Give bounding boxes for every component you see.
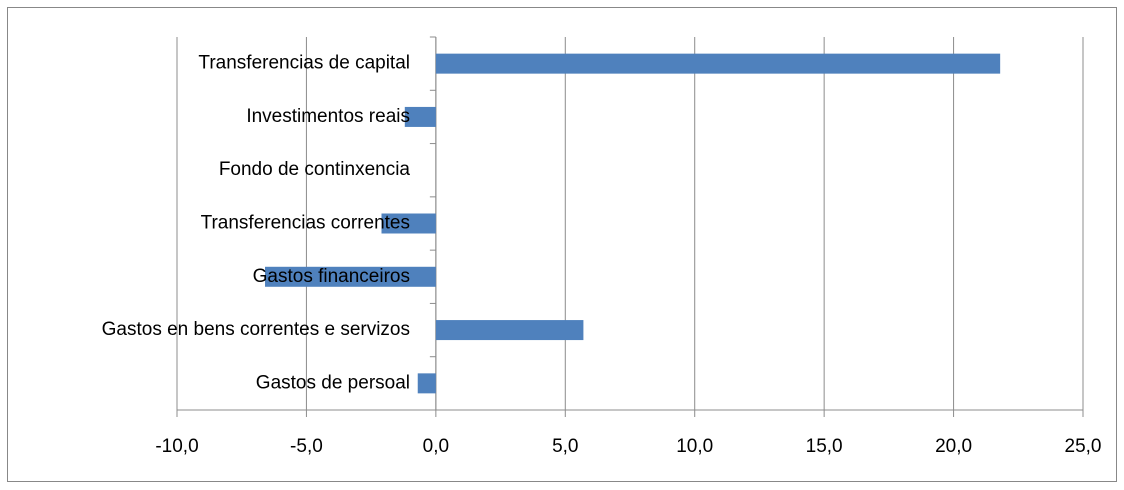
x-tick-label: -10,0 <box>155 436 198 457</box>
x-tick-label: 15,0 <box>806 436 843 457</box>
chart-border <box>7 7 1117 482</box>
x-tick-label: 5,0 <box>552 436 578 457</box>
bar <box>435 320 584 341</box>
bar <box>381 213 436 234</box>
y-tick-label: Transferencias correntes <box>201 213 410 234</box>
x-tick-label: 0,0 <box>423 436 449 457</box>
y-tick-label: Transferencias de capital <box>198 53 410 74</box>
x-tick-label: -5,0 <box>290 436 323 457</box>
y-tick-label: Gastos de persoal <box>256 372 410 393</box>
y-tick-label: Fondo de continxencia <box>219 159 411 180</box>
bar <box>404 106 436 127</box>
bar <box>417 373 436 394</box>
bar <box>435 53 1001 74</box>
y-tick-label: Gastos en bens correntes e servizos <box>102 319 410 340</box>
y-tick-label: Investimentos reais <box>246 106 410 127</box>
bar <box>265 266 436 287</box>
x-tick-label: 10,0 <box>676 436 713 457</box>
y-tick-label: Gastos financeiros <box>253 266 410 287</box>
x-tick-label: 25,0 <box>1065 436 1102 457</box>
x-tick-label: 20,0 <box>935 436 972 457</box>
